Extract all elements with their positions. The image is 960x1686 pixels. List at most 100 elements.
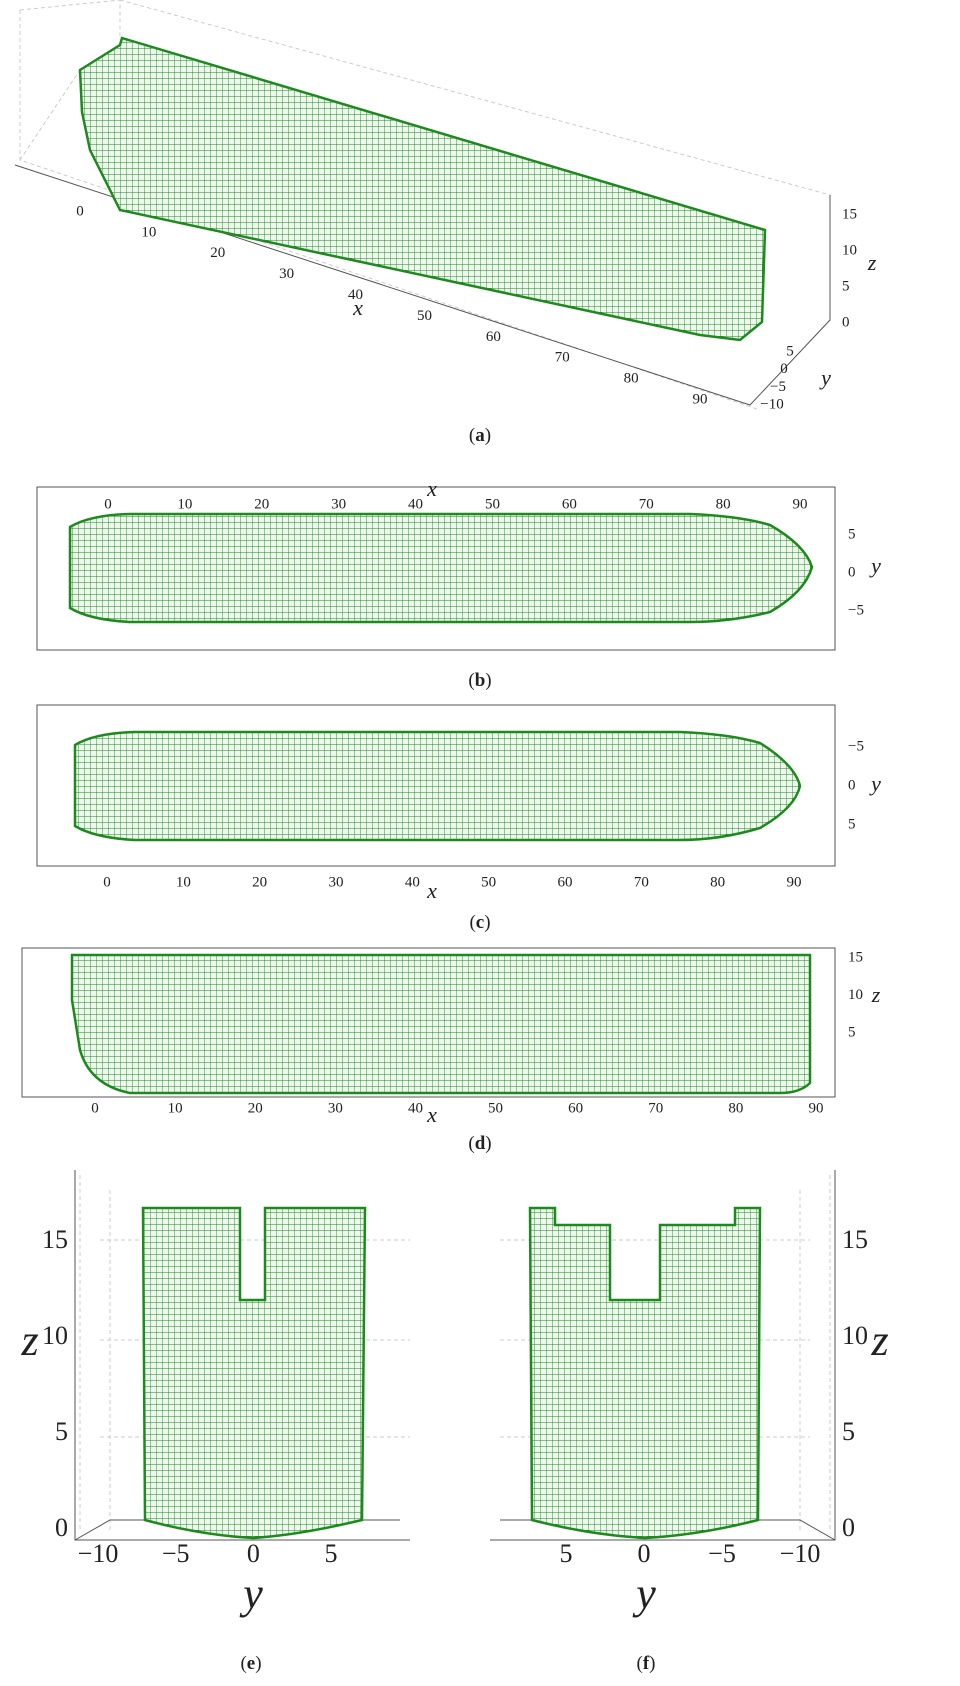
tick-label: 70 (634, 874, 649, 890)
caption-part: ) (485, 425, 491, 446)
tick-label: 20 (252, 874, 267, 890)
tick-label: 90 (787, 874, 802, 890)
tick-label: 15 (842, 206, 857, 222)
tick-label: 0 (247, 1539, 260, 1568)
caption-part: ) (649, 1653, 655, 1674)
tick-label: 30 (329, 874, 344, 890)
tick-label: 80 (728, 1100, 743, 1116)
axis-label: y (819, 365, 831, 390)
tick-label: 90 (693, 391, 708, 407)
axis-label: x (352, 295, 363, 320)
tick-label: −10 (760, 396, 783, 412)
axis-label: x (426, 878, 437, 903)
caption-part: e (247, 1653, 255, 1674)
caption: (f) (637, 1653, 656, 1674)
axis-label: z (20, 1316, 38, 1365)
tick-label: 80 (716, 496, 731, 512)
tick-label: 30 (279, 266, 294, 282)
tick-label: 50 (417, 308, 432, 324)
tick-label: 20 (210, 245, 225, 261)
caption-part: a (475, 425, 485, 446)
axis-label: y (869, 553, 881, 578)
caption-part: b (475, 670, 486, 691)
tick-label: 80 (624, 371, 639, 387)
tick-label: 20 (248, 1100, 263, 1116)
caption: (a) (469, 425, 491, 446)
tick-label: 0 (848, 777, 856, 793)
tick-label: 60 (558, 874, 573, 890)
axis-label: z (871, 982, 881, 1007)
hull-side-view (72, 955, 810, 1093)
axis-label: y (632, 1569, 656, 1618)
tick-label: 80 (710, 874, 725, 890)
tick-label: 70 (648, 1100, 663, 1116)
tick-label: −10 (780, 1539, 821, 1568)
caption-part: ) (485, 670, 491, 691)
tick-label: 60 (568, 1100, 583, 1116)
tick-label: 0 (103, 874, 111, 890)
tick-label: −5 (708, 1539, 736, 1568)
caption: (c) (469, 912, 490, 933)
tick-label: 30 (328, 1100, 343, 1116)
tick-label: 10 (168, 1100, 183, 1116)
tick-label: 50 (481, 874, 496, 890)
tick-label: 0 (104, 496, 112, 512)
tick-label: 5 (848, 1024, 856, 1040)
caption: (e) (240, 1653, 261, 1674)
tick-label: 70 (555, 350, 570, 366)
tick-label: 10 (141, 224, 156, 240)
tick-label: 0 (76, 203, 84, 219)
caption-part: c (476, 912, 484, 933)
tick-label: 5 (55, 1417, 68, 1446)
tick-label: 70 (639, 496, 654, 512)
caption: (b) (468, 670, 491, 691)
hull-front-view (143, 1208, 365, 1538)
tick-label: 50 (488, 1100, 503, 1116)
tick-label: 15 (848, 949, 863, 965)
hull-rear-view (530, 1208, 760, 1538)
tick-label: 10 (176, 874, 191, 890)
tick-label: 40 (408, 1100, 423, 1116)
tick-label: −5 (770, 379, 786, 395)
tick-label: 5 (842, 1417, 855, 1446)
tick-label: 20 (254, 496, 269, 512)
hull-3d (80, 38, 765, 340)
hull-bottom-view (75, 732, 800, 840)
axis-label: z (867, 250, 877, 275)
tick-label: −10 (78, 1539, 119, 1568)
tick-label: 50 (485, 496, 500, 512)
tick-label: 0 (780, 361, 788, 377)
panel-c: 0102030405060708090−505xy(c) (37, 705, 881, 933)
axis-label: x (426, 476, 437, 501)
tick-label: −5 (848, 602, 864, 618)
figure: 010203040506070809050−5−10151050xyz(a) 0… (0, 0, 960, 1686)
axis-label: y (239, 1569, 263, 1618)
tick-label: 5 (560, 1539, 573, 1568)
tick-label: 30 (331, 496, 346, 512)
tick-label: 0 (55, 1513, 68, 1542)
tick-label: 15 (842, 1225, 868, 1254)
tick-label: 15 (42, 1225, 68, 1254)
tick-label: 0 (842, 314, 850, 330)
tick-label: 90 (809, 1100, 824, 1116)
tick-label: 90 (793, 496, 808, 512)
caption-part: ) (484, 912, 490, 933)
axis-label: x (426, 1102, 437, 1127)
tick-label: 10 (848, 987, 863, 1003)
tick-label: 5 (848, 816, 856, 832)
caption-part: d (475, 1133, 486, 1154)
tick-label: −5 (162, 1539, 190, 1568)
tick-label: 60 (562, 496, 577, 512)
tick-label: 10 (842, 1321, 868, 1350)
tick-label: 5 (842, 278, 850, 294)
caption-part: ) (255, 1653, 261, 1674)
tick-label: 0 (91, 1100, 99, 1116)
tick-label: 10 (177, 496, 192, 512)
caption: (d) (468, 1133, 491, 1154)
axis-label: z (870, 1316, 888, 1365)
tick-label: 40 (408, 496, 423, 512)
tick-label: 60 (486, 329, 501, 345)
